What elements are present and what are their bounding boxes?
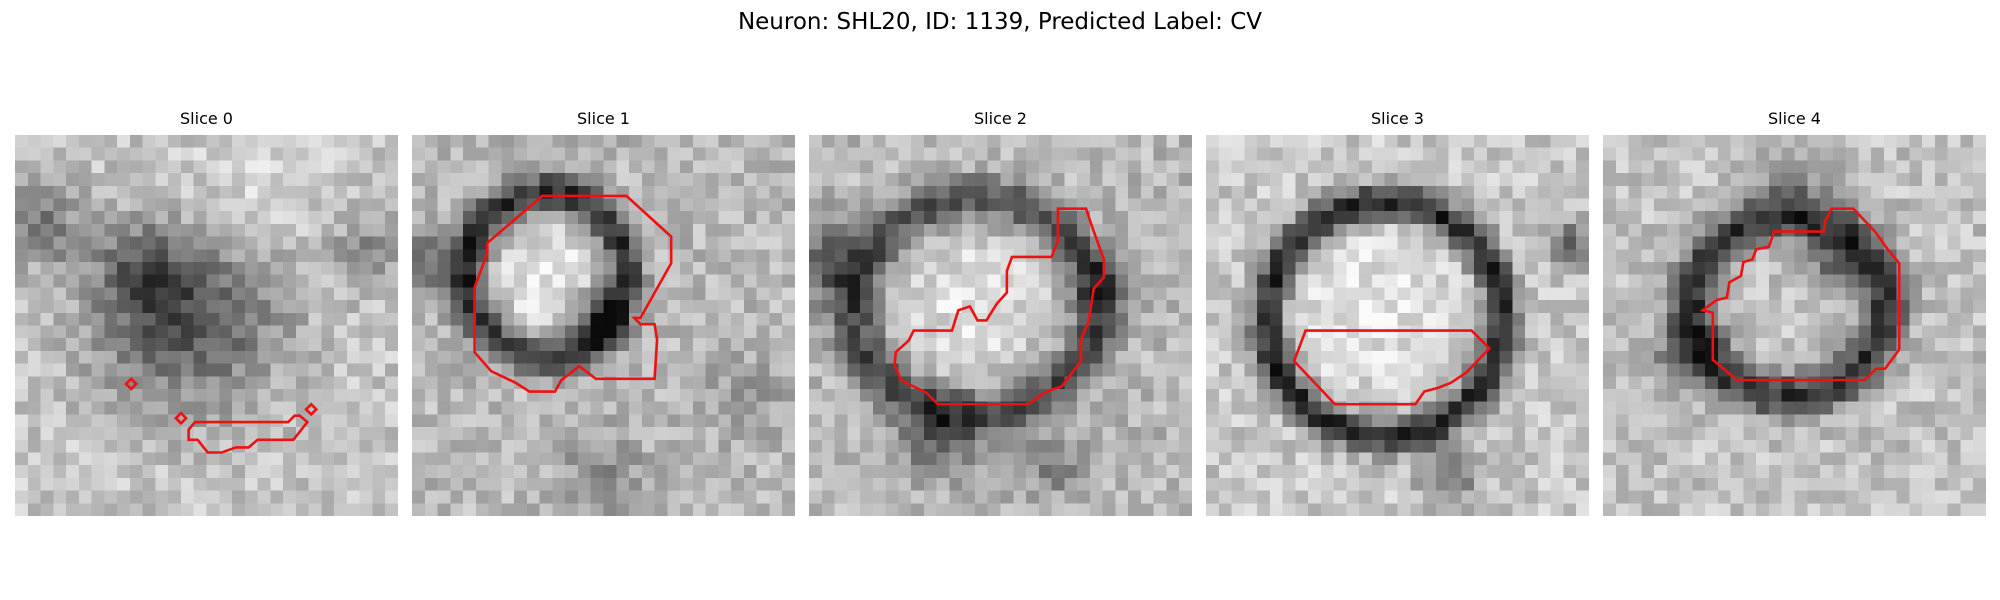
slice-title-2: Slice 2 bbox=[974, 109, 1027, 128]
slice-title-4: Slice 4 bbox=[1768, 109, 1821, 128]
slice-title-0: Slice 0 bbox=[180, 109, 233, 128]
segmentation-contour bbox=[189, 416, 308, 453]
slice-image-3 bbox=[1206, 135, 1589, 516]
segmentation-overlay-0 bbox=[15, 135, 398, 516]
slice-image-4 bbox=[1603, 135, 1986, 516]
slice-title-1: Slice 1 bbox=[577, 109, 630, 128]
segmentation-contour bbox=[176, 413, 186, 423]
segmentation-contour bbox=[306, 404, 316, 414]
segmentation-contour bbox=[1294, 331, 1489, 405]
segmentation-contour bbox=[895, 209, 1104, 405]
segmentation-overlay-2 bbox=[809, 135, 1192, 516]
slice-panel-4: Slice 4 bbox=[1603, 0, 1986, 600]
figure-title: Neuron: SHL20, ID: 1139, Predicted Label… bbox=[737, 9, 1263, 35]
segmentation-contour bbox=[1703, 209, 1900, 380]
slice-image-2 bbox=[809, 135, 1192, 516]
segmentation-contour bbox=[475, 196, 672, 392]
slice-panel-2: Slice 2 bbox=[809, 0, 1192, 600]
segmentation-overlay-1 bbox=[412, 135, 795, 516]
slice-panel-3: Slice 3 bbox=[1206, 0, 1589, 600]
segmentation-contour bbox=[126, 379, 136, 389]
slice-panel-1: Slice 1 bbox=[412, 0, 795, 600]
slice-panel-0: Slice 0 bbox=[15, 0, 398, 600]
segmentation-overlay-3 bbox=[1206, 135, 1589, 516]
slice-title-3: Slice 3 bbox=[1371, 109, 1424, 128]
segmentation-overlay-4 bbox=[1603, 135, 1986, 516]
